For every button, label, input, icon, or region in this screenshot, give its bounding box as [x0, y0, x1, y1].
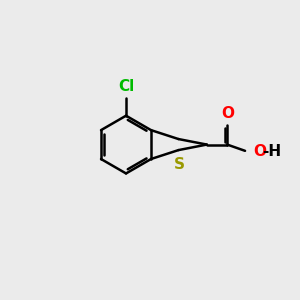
Text: Cl: Cl — [118, 79, 134, 94]
Text: S: S — [173, 157, 184, 172]
Text: O: O — [253, 145, 266, 160]
Text: -H: -H — [262, 145, 281, 160]
Text: O: O — [221, 106, 234, 121]
